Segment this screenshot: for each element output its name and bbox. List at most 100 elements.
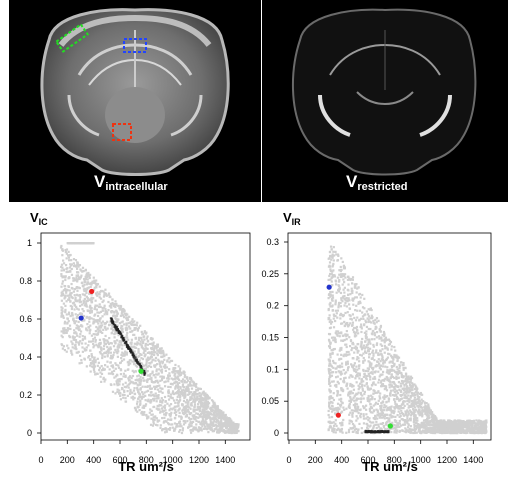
cloud-point: [469, 427, 472, 430]
cloud-point: [94, 359, 97, 362]
cloud-point: [399, 398, 403, 401]
cloud-point: [351, 276, 355, 279]
cloud-point: [390, 373, 393, 376]
cloud-point: [484, 425, 487, 428]
cloud-point: [349, 395, 352, 398]
cloud-point: [61, 280, 65, 283]
cloud-point: [370, 321, 373, 324]
cloud-point: [351, 413, 354, 416]
cloud-point: [70, 351, 73, 355]
cloud-point: [103, 313, 106, 316]
cloud-point: [339, 405, 342, 408]
cloud-point: [146, 385, 150, 388]
cloud-point: [150, 409, 153, 413]
cloud-point: [377, 381, 380, 384]
cloud-point: [169, 396, 172, 399]
cloud-point: [81, 293, 84, 296]
cloud-point: [70, 340, 73, 343]
cloud-point: [362, 346, 365, 349]
cloud-point: [152, 358, 155, 361]
cloud-point: [201, 411, 204, 414]
cloud-point: [86, 299, 90, 302]
cloud-point: [383, 394, 386, 397]
cloud-point: [212, 400, 215, 403]
cloud-point: [469, 431, 472, 434]
cloud-point: [332, 366, 335, 369]
cloud-point: [363, 390, 366, 393]
cloud-point: [398, 419, 401, 423]
cloud-point: [366, 346, 370, 349]
cloud-point: [188, 418, 191, 421]
cloud-point: [135, 365, 139, 368]
cloud-point: [186, 393, 190, 396]
cloud-point: [159, 400, 162, 403]
cloud-point: [68, 298, 71, 301]
cloud-point: [186, 420, 189, 423]
cloud-point: [376, 402, 380, 406]
cloud-point: [109, 305, 112, 308]
cloud-point: [81, 266, 85, 269]
cloud-point: [87, 271, 90, 275]
dense-point: [130, 349, 133, 352]
cloud-point: [101, 309, 104, 312]
cloud-point: [231, 429, 234, 432]
cloud-point: [111, 373, 115, 376]
cloud-point: [336, 365, 339, 368]
cloud-point: [73, 329, 76, 332]
cloud-point: [132, 371, 136, 374]
cloud-point: [136, 327, 140, 331]
cloud-point: [342, 418, 345, 422]
cloud-point: [352, 303, 355, 306]
cloud-point: [74, 242, 77, 245]
x-tick-label: 600: [112, 455, 127, 465]
cloud-point: [356, 309, 359, 312]
cloud-point: [345, 296, 348, 300]
y-tick-label: 1: [27, 238, 32, 248]
cloud-point: [413, 423, 416, 426]
cloud-point: [200, 423, 204, 426]
cloud-point: [453, 419, 456, 422]
cloud-point: [77, 286, 80, 289]
cloud-point: [232, 426, 235, 429]
cloud-point: [332, 339, 335, 342]
cloud-point: [368, 407, 371, 411]
cloud-point: [431, 420, 434, 424]
cloud-point: [137, 348, 140, 351]
dense-point: [136, 361, 139, 364]
cloud-point: [341, 313, 344, 316]
cloud-point: [351, 392, 354, 395]
cloud-point: [348, 419, 351, 422]
cloud-point: [398, 369, 401, 373]
cloud-point: [86, 287, 89, 290]
cloud-point: [106, 327, 109, 330]
cloud-point: [218, 430, 221, 433]
cloud-point: [98, 351, 102, 354]
cloud-point: [169, 403, 173, 406]
cloud-point: [349, 293, 352, 296]
cloud-point: [173, 422, 177, 425]
cloud-point: [117, 343, 120, 346]
cloud-point: [90, 300, 94, 304]
cloud-point: [342, 379, 346, 382]
cloud-point: [146, 347, 149, 351]
cloud-point: [327, 420, 330, 423]
cloud-point: [116, 374, 119, 377]
cloud-point: [141, 357, 145, 361]
cloud-point: [62, 262, 66, 265]
cloud-point: [207, 423, 210, 426]
cloud-point: [210, 409, 213, 413]
cloud-point: [76, 274, 80, 277]
cloud-point: [368, 364, 372, 367]
cloud-point: [215, 421, 218, 424]
cloud-point: [184, 388, 188, 391]
cloud-point: [394, 402, 397, 405]
cloud-point: [356, 407, 359, 411]
cloud-point: [380, 428, 383, 431]
cloud-point: [118, 389, 121, 392]
cloud-point: [373, 358, 376, 362]
cloud-point: [100, 372, 104, 375]
cloud-point: [221, 427, 224, 430]
cloud-point: [357, 384, 360, 387]
cloud-point: [81, 308, 84, 311]
cloud-point: [186, 403, 189, 406]
